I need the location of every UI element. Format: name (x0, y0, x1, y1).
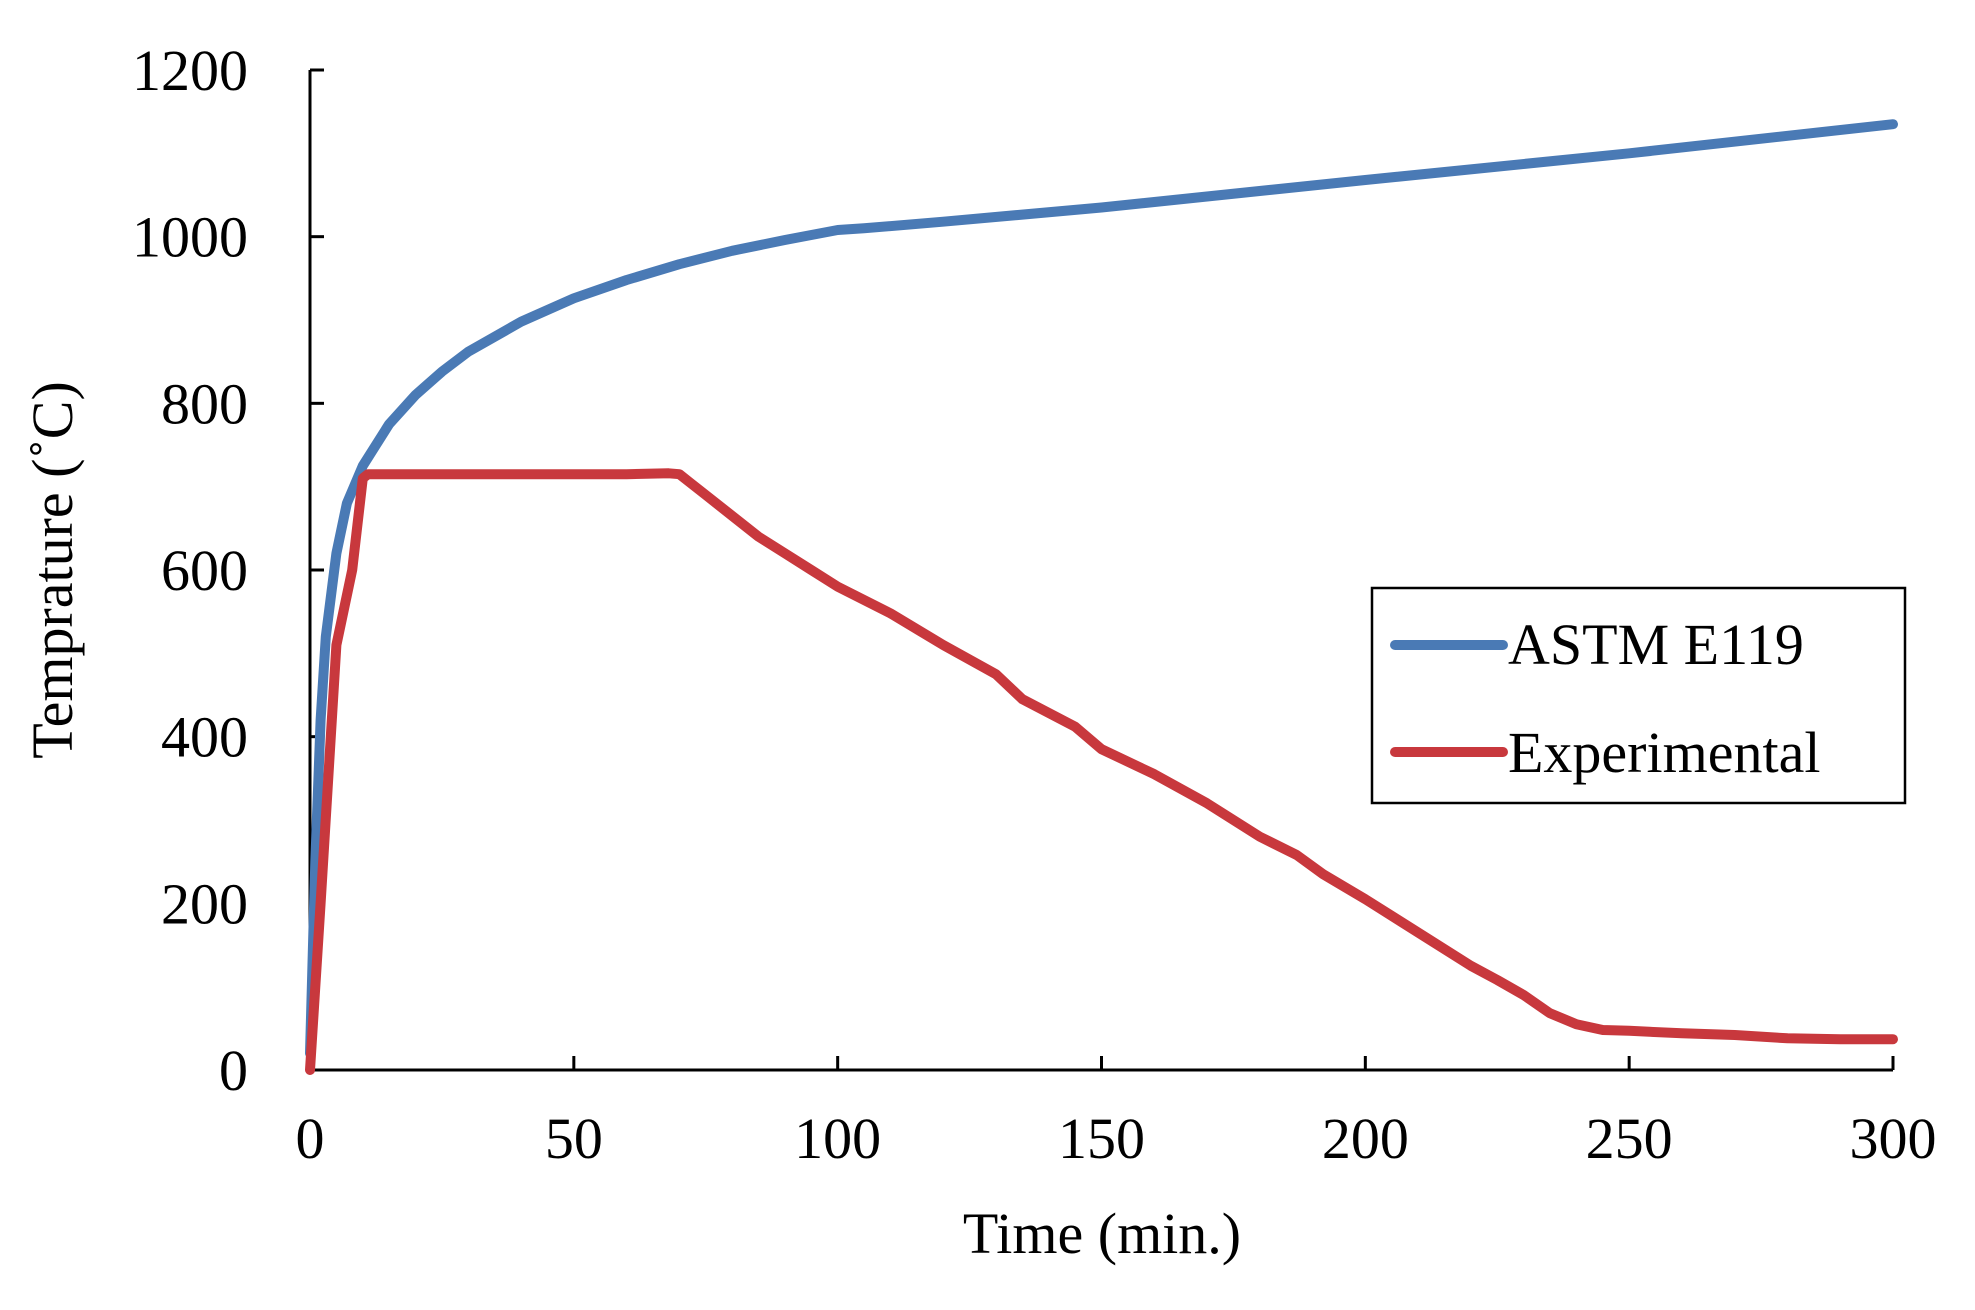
x-tick-label: 0 (296, 1106, 325, 1171)
x-tick-label: 250 (1586, 1106, 1673, 1171)
y-tick-label: 800 (161, 371, 248, 436)
y-ticks: 0 200 400 600 800 1000 1200 (132, 38, 324, 1103)
legend-label-experimental: Experimental (1508, 720, 1820, 785)
legend: ASTM E119 Experimental (1370, 586, 1907, 805)
axes (308, 70, 1893, 1072)
y-tick-label: 200 (161, 871, 248, 936)
x-tick-label: 100 (794, 1106, 881, 1171)
legend-label-astm-e119: ASTM E119 (1508, 612, 1804, 677)
series-line-experimental (305, 468, 1898, 1075)
x-tick-label: 50 (545, 1106, 603, 1171)
y-tick-label: 1200 (132, 38, 248, 103)
y-tick-label: 1000 (132, 205, 248, 270)
series-layer (305, 119, 1898, 1075)
y-axis-title: Temprature (˚C) (20, 381, 85, 759)
series-line-astm-e119 (305, 119, 1898, 1059)
y-tick-label: 400 (161, 705, 248, 770)
x-tick-label: 300 (1850, 1106, 1937, 1171)
x-tick-label: 200 (1322, 1106, 1409, 1171)
legend-box (1370, 586, 1907, 805)
x-axis-title: Time (min.) (963, 1201, 1241, 1266)
x-ticks: 0 50 100 150 200 250 300 (296, 1056, 1937, 1171)
y-tick-label: 600 (161, 538, 248, 603)
y-tick-label: 0 (219, 1038, 248, 1103)
x-tick-label: 150 (1058, 1106, 1145, 1171)
